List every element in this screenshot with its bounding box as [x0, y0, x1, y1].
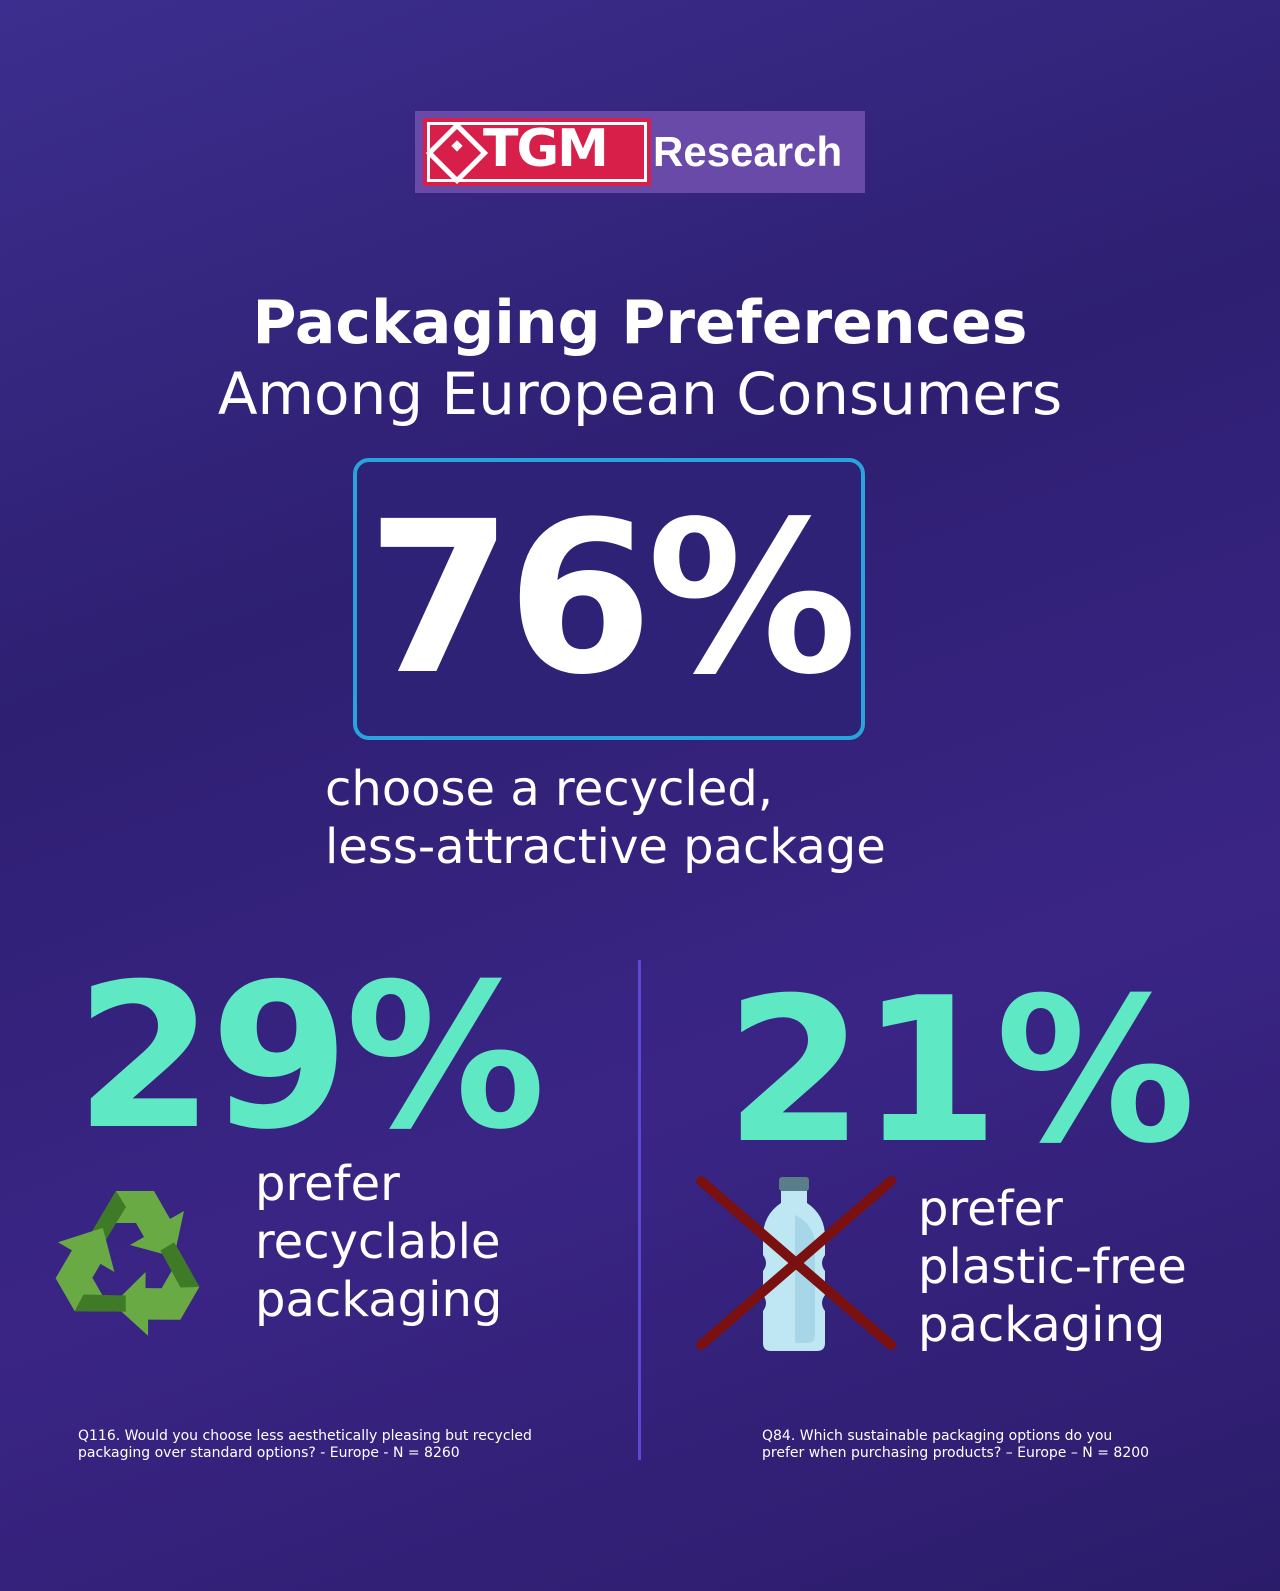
logo-brand-mark: TGM: [483, 119, 609, 179]
tgm-research-logo: TGM Research: [415, 111, 865, 193]
logo-frame: [427, 122, 647, 182]
hero-caption-line2: less-attractive package: [325, 819, 886, 875]
logo-brand-suffix: Research: [653, 128, 843, 175]
hero-caption-line1: choose a recycled,: [325, 761, 774, 817]
plastic-free-label-line1: prefer: [918, 1181, 1063, 1237]
plastic-free-footnote-line2: prefer when purchasing products? – Europ…: [762, 1445, 1150, 1461]
plastic-free-footnote: Q84. Which sustainable packaging options…: [762, 1428, 1222, 1462]
recyclable-label-line2: recyclable: [255, 1214, 501, 1270]
hero-stat-value: 76%: [366, 476, 858, 721]
recyclable-stat-value: 29%: [75, 941, 546, 1174]
recycle-arrow-right: [113, 1242, 200, 1336]
column-divider: [638, 960, 641, 1460]
page-subtitle: Among European Consumers: [217, 360, 1063, 428]
recyclable-label-line1: prefer: [255, 1156, 400, 1212]
recyclable-label-line3: packaging: [255, 1272, 503, 1328]
recyclable-footnote-line2: packaging over standard options? - Europ…: [78, 1445, 460, 1461]
hero-stat-caption: choose a recycled, less-attractive packa…: [325, 760, 1045, 876]
recycle-arrow-left: [55, 1227, 126, 1312]
plastic-free-stat-value: 21%: [725, 955, 1196, 1188]
plastic-free-footnote-line1: Q84. Which sustainable packaging options…: [762, 1428, 1113, 1444]
recyclable-footnote-line1: Q116. Would you choose less aestheticall…: [78, 1428, 532, 1444]
hero-stat-box: [353, 458, 865, 740]
page-title: Packaging Preferences: [252, 288, 1028, 358]
plastic-free-stat-label: prefer plastic-free packaging: [918, 1180, 1278, 1354]
recycle-icon: [55, 1191, 200, 1336]
recyclable-stat-label: prefer recyclable packaging: [255, 1155, 615, 1329]
crossed-plastic-bottle-icon: [696, 1176, 896, 1351]
logo-red-block: TGM: [423, 118, 651, 186]
cross-icon: [696, 1176, 896, 1350]
plastic-free-label-line3: packaging: [918, 1297, 1166, 1353]
plastic-free-label-line2: plastic-free: [918, 1239, 1187, 1295]
recyclable-footnote: Q116. Would you choose less aestheticall…: [78, 1428, 598, 1462]
